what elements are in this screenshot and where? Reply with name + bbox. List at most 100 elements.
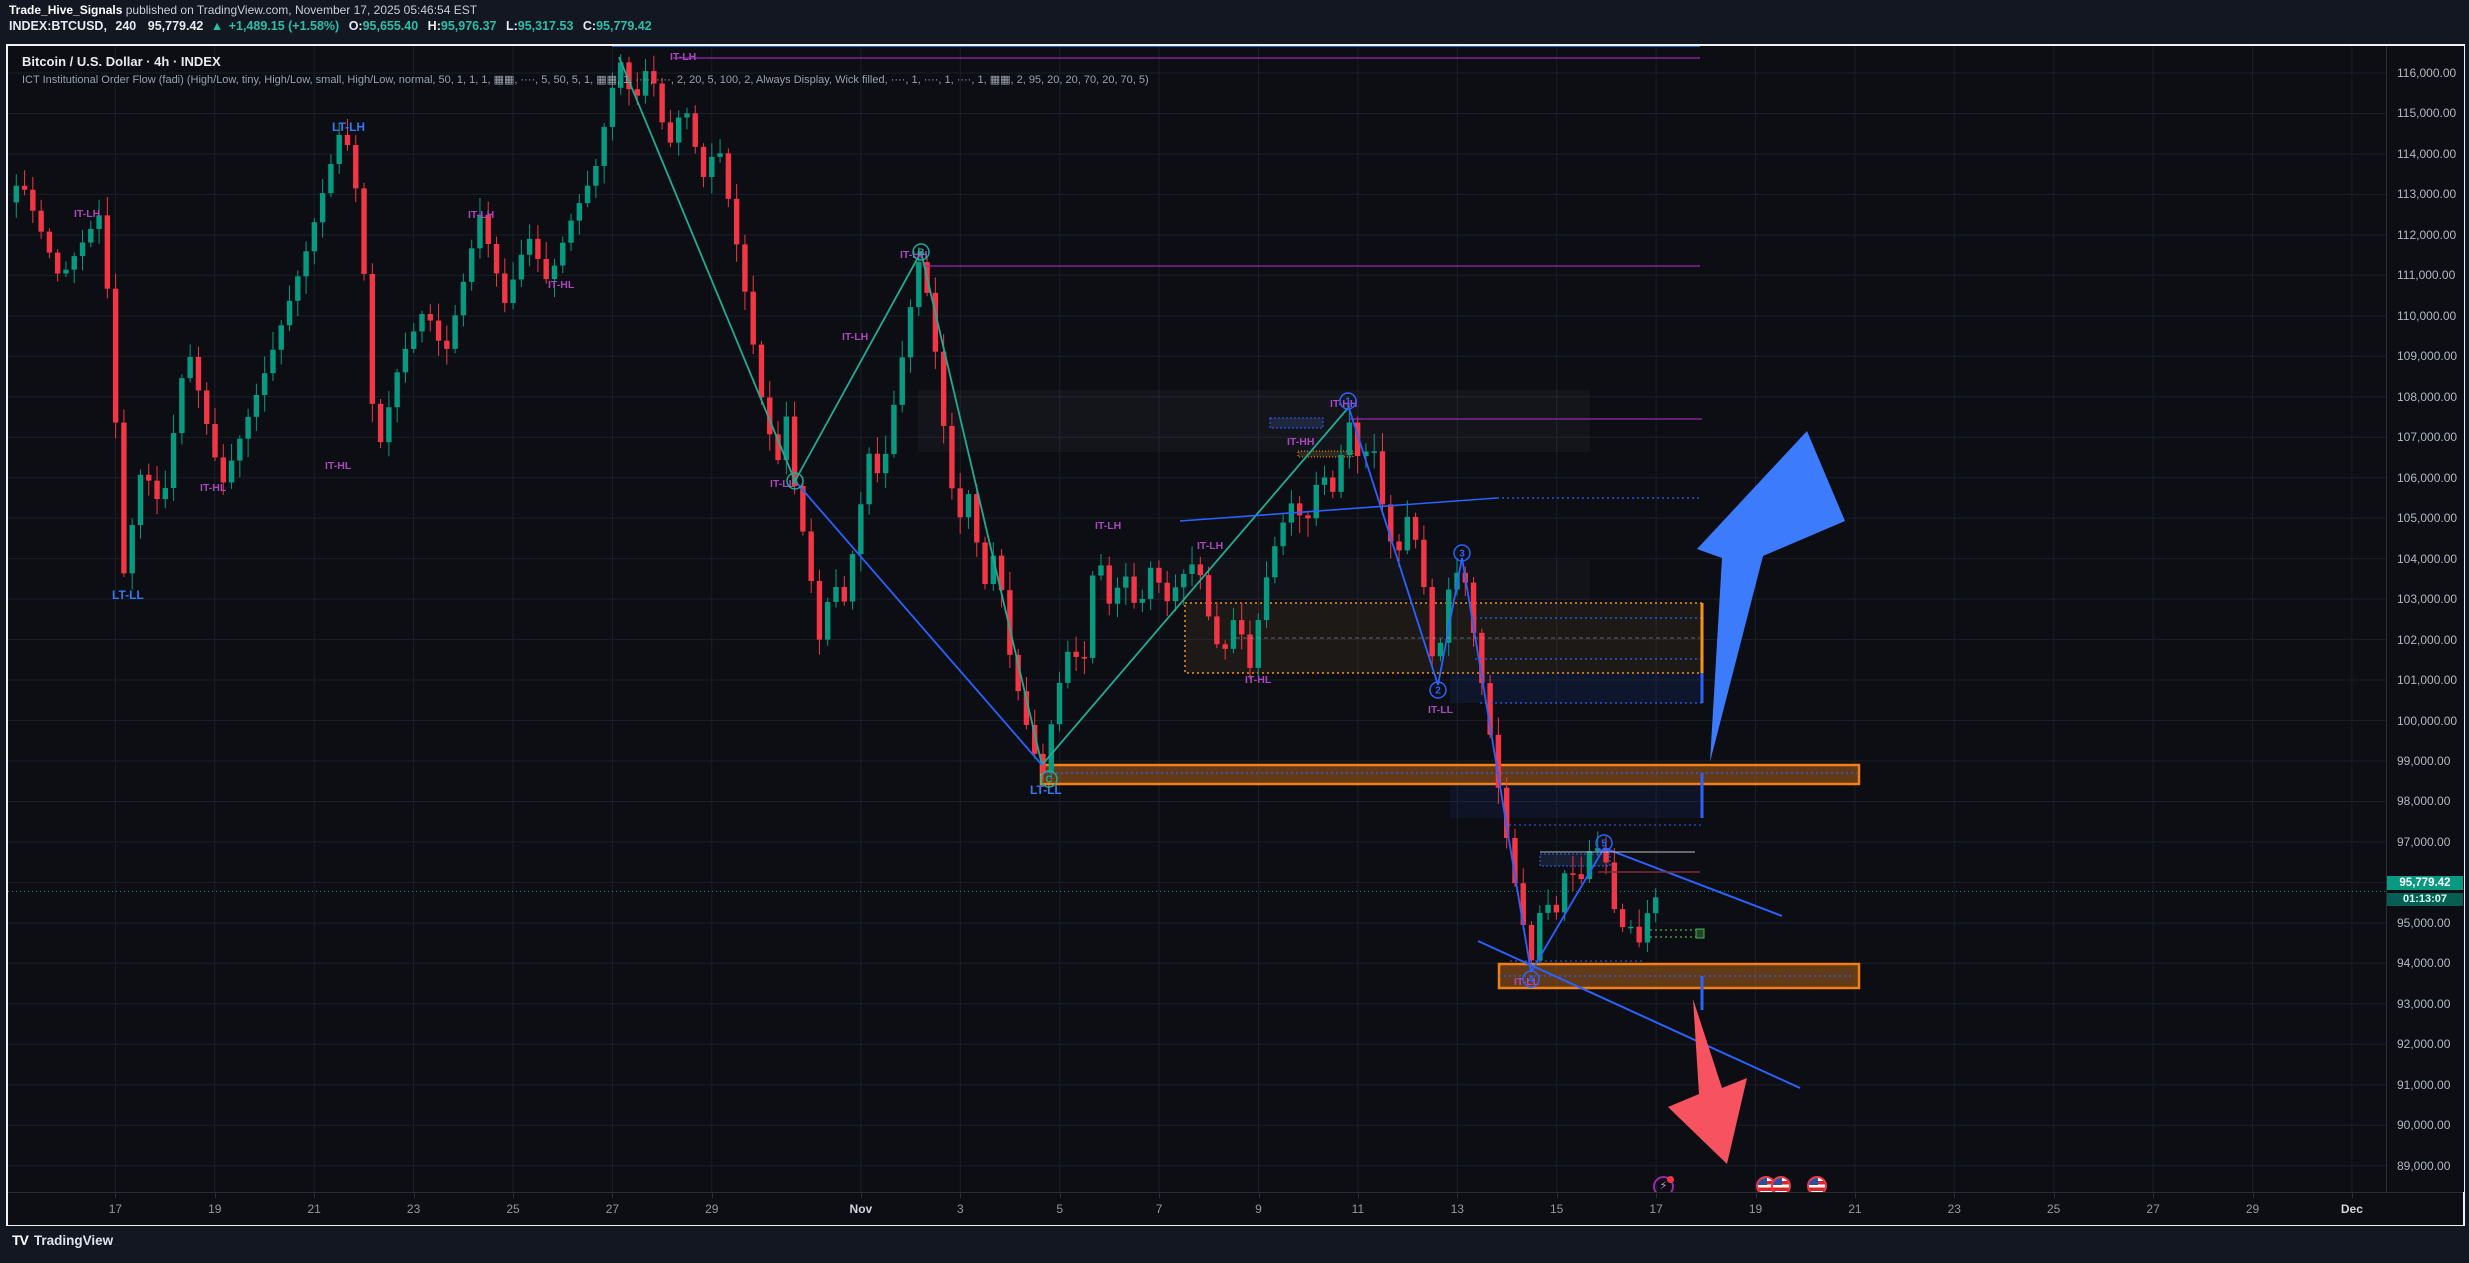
price-tick: 103,000.00 — [2397, 592, 2458, 607]
time-tick-stub — [115, 1193, 117, 1198]
publisher-rest: published on TradingView.com, November 1… — [122, 3, 478, 17]
time-tick: 27 — [2146, 1202, 2160, 1216]
svg-text:IT-LL: IT-LL — [1428, 704, 1454, 716]
svg-text:A: A — [791, 477, 798, 488]
time-tick-stub — [1556, 1193, 1558, 1198]
time-tick-stub — [860, 1193, 862, 1198]
time-tick: 23 — [1947, 1202, 1961, 1216]
svg-text:IT-HL: IT-HL — [200, 482, 227, 494]
price-tick: 91,000.00 — [2397, 1077, 2451, 1092]
price-tick: 104,000.00 — [2397, 551, 2458, 566]
svg-text:IT-LL: IT-LL — [1514, 976, 1540, 988]
price-tick: 110,000.00 — [2397, 308, 2457, 323]
svg-text:C: C — [1045, 775, 1052, 786]
svg-text:IT-HH: IT-HH — [1330, 398, 1357, 410]
gridlines — [8, 46, 2386, 1192]
time-tick-stub — [413, 1193, 415, 1198]
legend-symbol: INDEX:BTCUSD, — [9, 19, 107, 33]
time-tick: 11 — [1351, 1202, 1365, 1216]
time-tick: 13 — [1450, 1202, 1464, 1216]
time-tick-stub — [2053, 1193, 2055, 1198]
time-tick: Dec — [2340, 1202, 2363, 1216]
tradingview-logo[interactable]: TV TradingView — [12, 1232, 113, 1248]
time-tick-stub — [960, 1193, 962, 1198]
time-tick: 19 — [208, 1202, 222, 1216]
time-tick-stub — [1656, 1193, 1658, 1198]
price-tick: 89,000.00 — [2397, 1158, 2451, 1173]
price-axis[interactable]: 116,000.00 115,000.00 114,000.00 113,000.00… — [2386, 46, 2464, 1192]
time-tick: 25 — [2047, 1202, 2061, 1216]
chart-pane-title[interactable]: Bitcoin / U.S. Dollar · 4h · INDEX — [22, 54, 221, 69]
publisher-line: Trade_Hive_Signals published on TradingV… — [9, 3, 477, 17]
time-tick: 27 — [605, 1202, 620, 1216]
time-tick: 15 — [1550, 1202, 1564, 1216]
time-tick-stub — [513, 1193, 514, 1198]
price-tick: 99,000.00 — [2397, 753, 2451, 768]
svg-text:IT-LH: IT-LH — [1095, 520, 1121, 532]
svg-text:3: 3 — [1459, 549, 1465, 560]
svg-text:5: 5 — [1601, 839, 1607, 850]
price-tick: 105,000.00 — [2397, 511, 2458, 526]
price-tick: 109,000.00 — [2397, 349, 2458, 364]
price-tick: 116,000.00 — [2397, 66, 2457, 80]
price-tick: 112,000.00 — [2397, 227, 2457, 242]
tradingview-logo-text: TradingView — [33, 1232, 114, 1248]
legend-interval: 240 — [115, 19, 137, 33]
svg-text:LT-LH: LT-LH — [332, 120, 365, 134]
time-tick: 5 — [1056, 1202, 1064, 1216]
svg-text:LT-LL: LT-LL — [1030, 783, 1062, 797]
time-tick-stub — [2351, 1193, 2353, 1198]
indicator-legend[interactable]: ICT Institutional Order Flow (fadi) (Hig… — [22, 74, 1149, 86]
symbol-legend[interactable]: INDEX:BTCUSD, 240 95,779.42 ▲ +1,489.15 … — [9, 19, 652, 33]
candlestick-chart: IT-LH LT-LH IT-HL IT-HL LT-LL IT-LH IT-HL IT-LH… — [8, 46, 2386, 1192]
price-tick: 95,000.00 — [2397, 915, 2451, 930]
legend-low: 95,317.53 — [517, 19, 574, 33]
time-tick-stub — [2252, 1193, 2254, 1198]
us-holiday-flag-icon[interactable] — [1771, 1176, 1791, 1192]
svg-text:IT-LH: IT-LH — [1197, 540, 1223, 552]
svg-text:4: 4 — [1528, 975, 1534, 986]
time-tick-stub — [1755, 1193, 1757, 1198]
last-price-badge: 95,779.42 — [2387, 876, 2463, 891]
legend-open-label: O: — [348, 19, 363, 33]
svg-text:IT-HL: IT-HL — [1245, 674, 1272, 686]
price-tick: 90,000.00 — [2397, 1118, 2451, 1133]
time-tick-stub — [1954, 1193, 1956, 1198]
publisher-name: Trade_Hive_Signals — [9, 3, 123, 17]
price-tick: 92,000.00 — [2397, 1037, 2451, 1052]
time-tick: 25 — [506, 1202, 520, 1216]
legend-open: 95,655.40 — [362, 19, 419, 33]
time-tick: Nov — [849, 1202, 873, 1216]
time-axis[interactable]: 17 19 21 23 25 27 29 Nov 3 5 7 9 11 13 15 17 19 21 23 25 27 2… — [8, 1192, 2463, 1225]
legend-close: 95,779.42 — [596, 19, 652, 33]
time-tick-stub — [1159, 1193, 1161, 1198]
time-tick-stub — [314, 1193, 316, 1198]
price-tick: 97,000.00 — [2397, 834, 2451, 849]
time-tick: 21 — [1848, 1202, 1862, 1216]
svg-text:IT-HH: IT-HH — [1287, 436, 1314, 448]
time-tick-stub — [1854, 1193, 1856, 1198]
price-tick: 93,000.00 — [2397, 996, 2451, 1011]
svg-text:LT-LL: LT-LL — [112, 588, 144, 602]
sequence-markers: A B C 1 2 3 4 5 — [786, 243, 1613, 988]
time-tick-stub — [214, 1193, 216, 1198]
legend-high-label: H: — [427, 19, 441, 33]
economic-event-icon[interactable]: ⚡ — [1653, 1176, 1674, 1192]
us-holiday-flag-icon[interactable] — [1807, 1176, 1827, 1192]
time-tick-stub — [2153, 1193, 2155, 1198]
chart-canvas[interactable]: IT-LH LT-LH IT-HL IT-HL LT-LL IT-LH IT-HL IT-LH… — [8, 46, 2386, 1192]
price-tick: 94,000.00 — [2397, 956, 2451, 971]
svg-text:IT-LH: IT-LH — [670, 51, 696, 63]
time-tick: 17 — [108, 1202, 123, 1216]
svg-text:B: B — [917, 248, 924, 259]
time-tick-stub — [1357, 1193, 1359, 1198]
legend-change: +1,489.15 (+1.58%) — [228, 19, 340, 33]
svg-text:IT-LH: IT-LH — [842, 331, 868, 343]
time-tick: 21 — [307, 1202, 321, 1216]
price-tick: 101,000.00 — [2397, 673, 2458, 688]
candlestick-series — [13, 54, 1659, 965]
svg-text:IT-LH: IT-LH — [468, 209, 494, 221]
price-tick: 108,000.00 — [2397, 389, 2458, 404]
legend-high: 95,976.37 — [440, 19, 497, 33]
